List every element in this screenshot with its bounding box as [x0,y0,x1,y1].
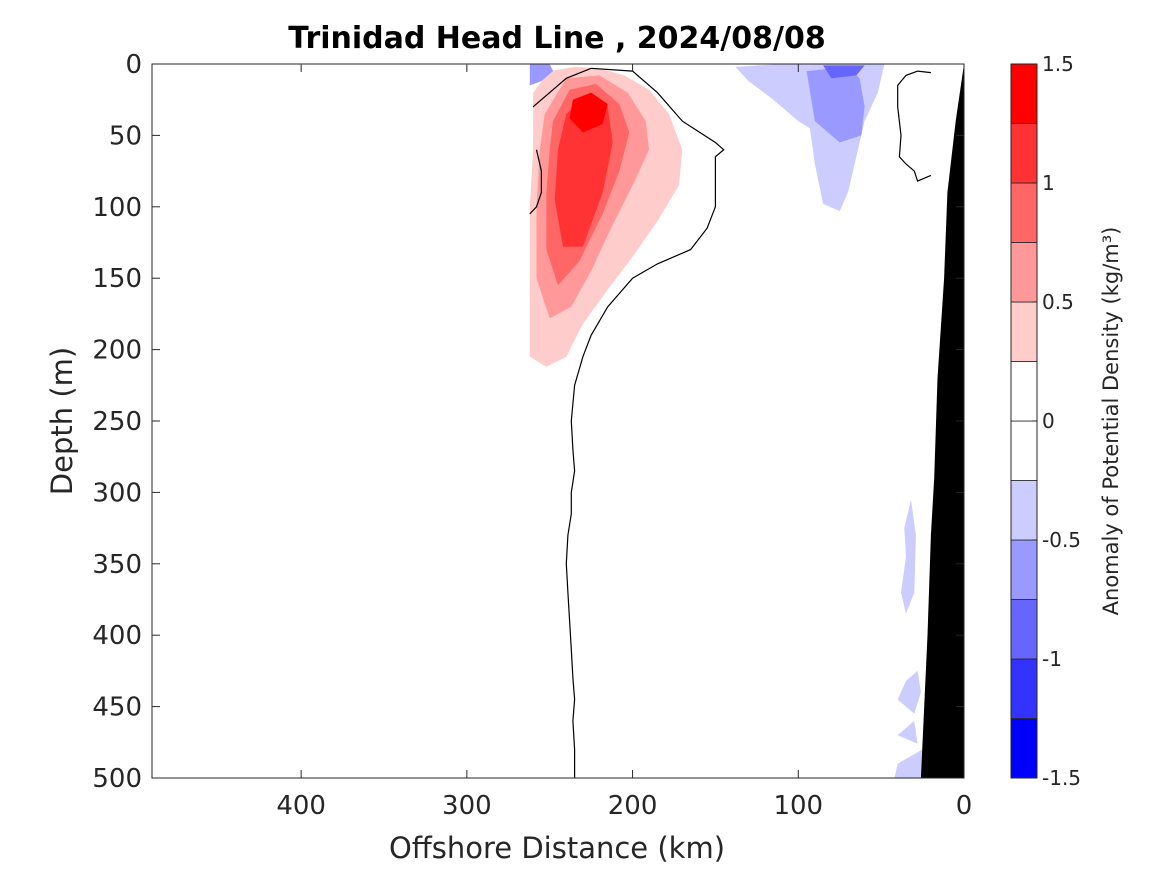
y-tick-label: 450 [92,693,142,723]
colorbar-ticks: 1.5 1 0.5 0 -0.5 -1 -1.5 [1032,52,1081,790]
plot-frame [151,63,965,779]
colorbar-swatch [1010,539,1038,600]
y-axis-label: Depth (m) [45,347,79,495]
x-tick-label: 0 [956,791,973,821]
zero-contours [529,67,932,778]
colorbar-swatch [1010,718,1038,779]
anomaly-regions [529,64,923,778]
negative-anomaly-region [897,720,918,744]
x-tick-label: 100 [773,791,823,821]
colorbar-swatch [1010,242,1038,303]
negative-anomaly-region [823,65,865,79]
colorbar-tick-label: 1.5 [1042,52,1074,76]
colorbar-swatch [1010,420,1038,481]
y-tick-label: 50 [109,121,142,151]
y-tick-label: 100 [92,193,142,223]
x-tick-label: 200 [608,791,658,821]
positive-anomaly-region [569,92,608,133]
y-tick-label: 500 [92,764,142,794]
y-tick-label: 200 [92,336,142,366]
y-tick-label: 350 [92,550,142,580]
y-tick-labels: 0 50 100 150 200 250 300 350 400 450 500 [92,50,142,794]
x-tick-labels: 400 300 200 100 0 [276,791,972,821]
shelf-layer [920,64,964,778]
colorbar: 1.5 1 0.5 0 -0.5 -1 -1.5 [1010,52,1081,790]
colorbar-swatch [1010,123,1038,184]
colorbar-tick-label: 0 [1042,409,1055,433]
chart-title: Trinidad Head Line , 2024/08/08 [288,21,825,56]
negative-anomaly-region [894,749,923,778]
colorbar-tick-label: -0.5 [1042,528,1081,552]
colorbar-swatch [1010,301,1038,362]
colorbar-tick-label: 0.5 [1042,290,1074,314]
zero-contour-line [529,149,543,215]
y-tick-label: 250 [92,407,142,437]
colorbar-swatch [1010,480,1038,541]
colorbar-tick-label: -1 [1042,647,1062,671]
zero-contour-line [532,67,725,778]
colorbar-swatch [1010,63,1038,124]
y-tick-label: 300 [92,478,142,508]
negative-anomaly-region [897,670,921,714]
shelf-bathymetry [920,64,964,778]
zero-contour-line [897,70,932,182]
colorbar-label: Anomaly of Potential Density (kg/m³) [1099,227,1123,616]
negative-anomaly-region [529,64,553,86]
y-tick-label: 0 [125,50,142,80]
y-tick-label: 150 [92,264,142,294]
x-axis-label: Offshore Distance (km) [389,831,725,865]
colorbar-swatch [1010,658,1038,719]
colorbar-swatch [1010,182,1038,243]
x-tick-label: 300 [442,791,492,821]
negative-anomaly-region [806,66,865,143]
colorbar-tick-label: 1 [1042,171,1055,195]
x-tick-label: 400 [276,791,326,821]
plot-area [151,63,965,779]
y-tick-label: 400 [92,621,142,651]
colorbar-swatch [1010,599,1038,660]
colorbar-tick-label: -1.5 [1042,766,1081,790]
negative-anomaly-region [901,499,916,614]
colorbar-swatch [1010,361,1038,422]
positive-anomaly-region [554,95,613,247]
